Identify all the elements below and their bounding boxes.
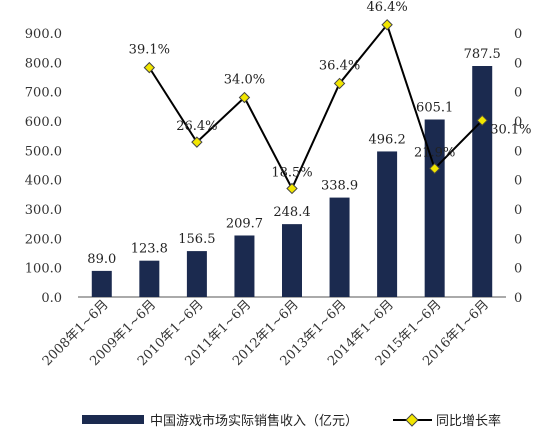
y2-tick-label: 0	[514, 291, 522, 306]
rate-value-label: 46.4%	[366, 0, 407, 15]
rate-value-label: 36.4%	[319, 58, 360, 73]
growth-rate-labels: 39.1% 26.4% 34.0% 18.5% 36.4% 46.4% 21.9% 30.1%	[129, 0, 532, 180]
bar-value-labels: 89.0 123.8 156.5 209.7 248.4 338.9 496.2 605.1 7…	[87, 47, 501, 267]
bar-value-label: 89.0	[87, 252, 116, 267]
rate-marker	[381, 19, 393, 31]
y-tick-label: 700.0	[25, 86, 62, 101]
rate-value-label: 18.5%	[271, 165, 312, 180]
rate-marker	[286, 182, 298, 195]
rate-marker	[191, 136, 203, 148]
rate-value-label: 39.1%	[129, 43, 170, 58]
y2-tick-label: 0	[514, 144, 522, 159]
growth-rate-markers	[143, 19, 488, 195]
bar-value-label: 123.8	[131, 242, 168, 257]
y-tick-label: 0.0	[41, 291, 62, 306]
rate-marker	[476, 114, 488, 127]
legend-line-label: 同比增长率	[436, 413, 501, 429]
bar-value-label: 496.2	[369, 132, 406, 147]
x-axis-tick-labels: 2008年1~6月2009年1~6月2010年1~6月2011年1~6月2012…	[40, 297, 492, 369]
bar	[139, 260, 160, 297]
rate-value-label: 34.0%	[224, 73, 265, 88]
left-axis-ticks: 0.0 100.0 200.0 300.0 400.0 500.0 600.0 700.0 80…	[25, 27, 62, 306]
y-tick-label: 900.0	[25, 27, 62, 42]
bar	[329, 197, 350, 297]
bar	[91, 270, 112, 297]
y-tick-label: 600.0	[25, 115, 62, 130]
y2-tick-label: 0	[514, 174, 522, 189]
legend-bar-label: 中国游戏市场实际销售收入（亿元）	[150, 413, 358, 429]
rate-marker	[333, 77, 346, 90]
y-tick-label: 300.0	[25, 203, 62, 218]
growth-rate-line	[148, 22, 483, 191]
bar-value-label: 787.5	[464, 47, 501, 62]
y2-tick-label: 0	[514, 115, 522, 130]
rate-marker	[238, 91, 251, 104]
bar	[472, 66, 493, 297]
y-tick-label: 400.0	[25, 174, 62, 189]
y2-tick-label: 0	[514, 27, 522, 42]
y-tick-label: 200.0	[25, 232, 62, 247]
rate-marker	[428, 162, 441, 175]
bar	[377, 151, 398, 297]
y2-tick-label: 0	[514, 56, 522, 71]
y-tick-label: 500.0	[25, 144, 62, 159]
legend: 中国游戏市场实际销售收入（亿元） 同比增长率	[82, 413, 501, 429]
bar-value-label: 209.7	[226, 216, 263, 231]
y2-tick-label: 0	[514, 262, 522, 277]
y-tick-label: 100.0	[25, 262, 62, 277]
bar	[282, 224, 302, 297]
bar-value-label: 156.5	[178, 232, 215, 247]
rate-value-label: 30.1%	[490, 122, 531, 137]
bar-value-label: 605.1	[416, 101, 453, 116]
rate-value-label: 26.4%	[176, 119, 217, 134]
legend-marker-swatch	[405, 413, 419, 427]
y-tick-label: 800.0	[25, 56, 62, 71]
right-axis-ticks: 0 0 0 0 0 0 0 0 0 0	[514, 27, 522, 306]
y2-tick-label: 0	[514, 86, 522, 101]
rate-value-label: 21.9%	[414, 146, 455, 161]
bar-value-label: 248.4	[273, 205, 310, 220]
bar-value-label: 338.9	[321, 179, 358, 194]
y2-tick-label: 0	[514, 203, 522, 218]
legend-bar-swatch	[82, 415, 144, 424]
rate-marker	[143, 61, 156, 74]
bar	[234, 235, 255, 297]
bar	[186, 251, 207, 297]
y2-tick-label: 0	[514, 232, 522, 247]
